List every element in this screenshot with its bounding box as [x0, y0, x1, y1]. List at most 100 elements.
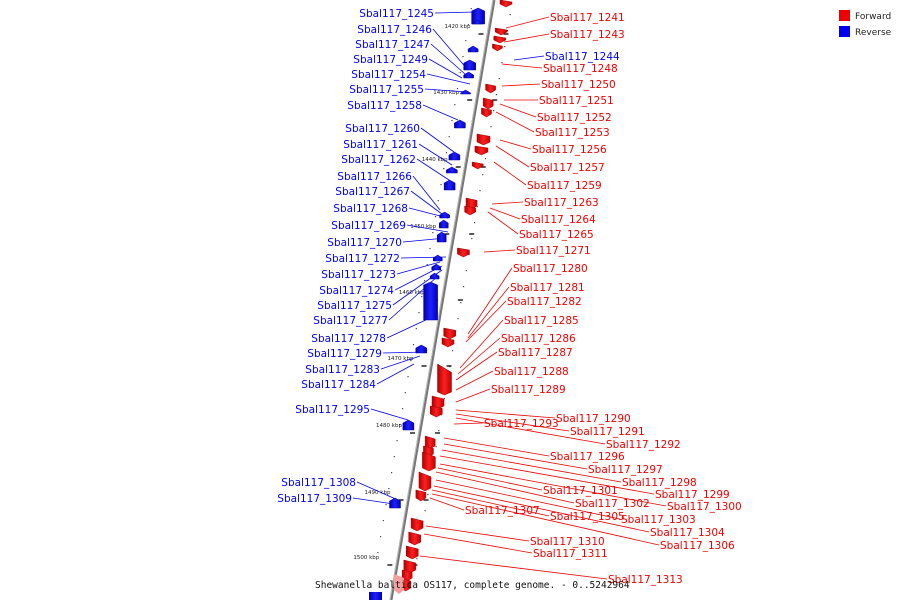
scale-dot [493, 110, 495, 112]
label-connector [432, 28, 469, 71]
label-connector [455, 417, 606, 445]
gene-label: Sbal117_1271 [516, 245, 591, 257]
forward-gene-arrow [408, 531, 421, 546]
label-connector [487, 211, 519, 235]
reverse-gene-arrow [472, 19, 483, 25]
label-connector [455, 351, 498, 381]
scale-dot [473, 222, 476, 224]
gene-label: Sbal117_1251 [539, 95, 614, 107]
forward-gene-arrow [482, 97, 494, 110]
forward-gene-arrow [493, 35, 507, 44]
label-connector [396, 261, 441, 275]
label-connector [370, 408, 409, 421]
reverse-gene-arrow [460, 89, 471, 95]
forward-gene-arrow [481, 107, 492, 118]
label-connector [503, 33, 550, 43]
forward-gene-arrow [499, 0, 513, 8]
scale-dot [443, 398, 445, 400]
reverse-gene-arrow [446, 166, 458, 174]
scale-dot [462, 56, 464, 58]
tick-label: 1460 kbp [399, 290, 425, 296]
gene-label: Sbal117_1272 [325, 253, 400, 265]
scale-dot [451, 350, 454, 352]
scale-dot [490, 126, 492, 128]
tick-label: 1500 kbp [353, 555, 379, 561]
gene-label: Sbal117_1253 [535, 127, 610, 139]
gene-label: Sbal117_1305 [550, 511, 625, 523]
legend-reverse-label: Reverse [855, 28, 892, 38]
scale-dot [443, 168, 445, 170]
gene-labels: Sbal117_1245 Sbal117_1246 Sbal117_1247 Sbal… [277, 8, 741, 586]
label-connector [437, 467, 543, 491]
scale-dot [418, 312, 420, 314]
forward-gene-arrow [403, 559, 417, 574]
label-connector [431, 489, 550, 517]
label-connector [419, 555, 608, 580]
label-connector [495, 145, 530, 168]
label-connector [425, 525, 530, 542]
gene-label: Sbal117_1306 [660, 540, 735, 552]
label-connector [434, 11, 476, 14]
gene-label: Sbal117_1255 [349, 84, 424, 96]
label-connector [416, 158, 453, 183]
scale-dot [467, 24, 470, 26]
gene-arrows [369, 0, 513, 600]
gene-label: Sbal117_1284 [301, 379, 376, 391]
scale-dot [424, 510, 426, 512]
label-connector [457, 337, 501, 375]
scale-dot [460, 302, 462, 304]
gene-label: Sbal117_1290 [556, 413, 631, 425]
gene-label: Sbal117_1252 [537, 112, 612, 124]
scale-dot [421, 296, 423, 298]
label-connector [455, 370, 494, 391]
forward-gene-arrow [492, 43, 503, 52]
reverse-gene-arrow [463, 71, 474, 79]
gene-label: Sbal117_1285 [504, 315, 579, 327]
scale-dot [423, 280, 426, 282]
reverse-gene-arrow [439, 211, 450, 219]
forward-gene-arrow [430, 405, 443, 418]
label-connector [426, 73, 471, 85]
gene-label: Sbal117_1250 [541, 79, 616, 91]
scale-dot [495, 94, 498, 96]
forward-gene-arrow [474, 145, 489, 156]
scale-dot [415, 328, 417, 330]
gene-label: Sbal117_1275 [317, 300, 392, 312]
label-connector [435, 471, 575, 504]
reverse-gene-arrow [423, 281, 438, 321]
gene-label: Sbal117_1270 [327, 237, 402, 249]
gene-label: Sbal117_1245 [359, 8, 434, 20]
forward-gene-arrow [437, 363, 452, 396]
forward-gene-arrow [401, 569, 413, 582]
reverse-gene-arrow [467, 45, 479, 53]
gene-label: Sbal117_1247 [355, 39, 430, 51]
gene-label: Sbal117_1260 [345, 123, 420, 135]
reverse-gene-arrow [389, 497, 401, 509]
scale-dot [399, 424, 401, 426]
scale-dot [459, 72, 461, 74]
scale-dot [456, 88, 459, 90]
gene-label: Sbal117_1277 [313, 315, 388, 327]
scale-dot [429, 248, 431, 250]
scale-dot [427, 494, 429, 496]
label-connector [491, 201, 524, 205]
scale-dot [448, 136, 450, 138]
forward-gene-arrow [476, 133, 491, 146]
scale-dot [470, 8, 472, 10]
scale-dot [432, 232, 434, 234]
scale-dot [385, 504, 387, 506]
scale-dot [401, 408, 404, 410]
gene-label: Sbal117_1303 [621, 514, 696, 526]
scale-dot [465, 270, 467, 272]
gene-label: Sbal117_1295 [295, 404, 370, 416]
scale-dot [434, 216, 437, 218]
scale-dot [426, 264, 428, 266]
label-connector [429, 497, 465, 511]
label-connector [467, 286, 510, 339]
forward-gene-arrow [464, 205, 476, 216]
reverse-gene-arrow [448, 151, 461, 161]
gene-label: Sbal117_1266 [337, 171, 412, 183]
scale-dot [404, 392, 406, 394]
reverse-gene-arrow [443, 179, 456, 191]
